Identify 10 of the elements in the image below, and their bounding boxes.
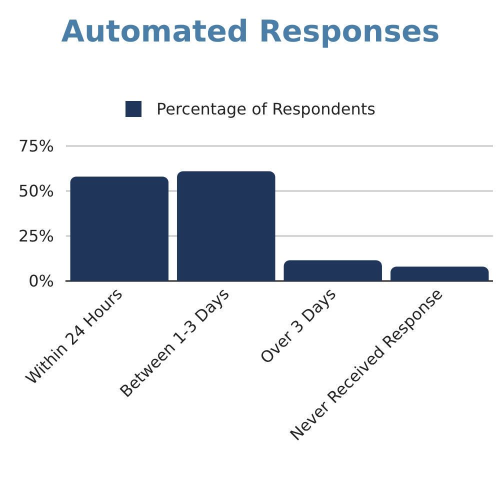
legend-label: Percentage of Respondents (156, 100, 376, 118)
y-tick-label: 0% (28, 272, 54, 290)
bar (70, 176, 168, 281)
bar (284, 260, 382, 281)
bar (177, 171, 276, 281)
y-tick-label: 75% (18, 136, 54, 156)
bar (390, 266, 489, 281)
chart-title: Automated Responses (61, 14, 440, 50)
y-tick-label: 25% (18, 226, 54, 246)
y-tick-label: 50% (18, 182, 54, 200)
